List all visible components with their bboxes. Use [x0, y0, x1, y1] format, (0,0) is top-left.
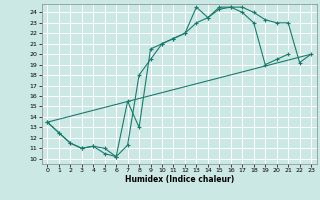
X-axis label: Humidex (Indice chaleur): Humidex (Indice chaleur) — [124, 175, 234, 184]
